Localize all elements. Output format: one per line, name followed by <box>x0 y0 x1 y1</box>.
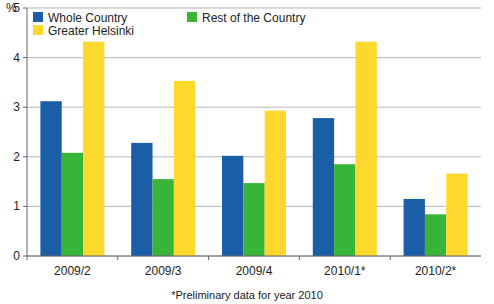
bar <box>131 143 152 256</box>
bar <box>40 101 61 256</box>
y-tick-label: 1 <box>13 199 20 213</box>
legend-swatch <box>33 12 43 22</box>
y-tick <box>23 8 27 9</box>
legend-swatch <box>187 12 197 22</box>
legend-swatch <box>33 25 43 35</box>
x-tick-label: 2009/4 <box>236 264 273 278</box>
bar <box>153 179 174 256</box>
y-tick-label: 2 <box>13 150 20 164</box>
y-tick-label: 0 <box>13 249 20 263</box>
x-tick-label: 2010/2* <box>415 264 457 278</box>
bar <box>174 81 195 256</box>
bars <box>40 42 467 256</box>
bar <box>62 153 83 256</box>
y-tick-label: 4 <box>13 51 20 65</box>
y-axis <box>27 8 28 256</box>
legend-label: Rest of the Country <box>202 11 305 25</box>
x-tick <box>27 256 28 260</box>
x-tick-label: 2010/1* <box>324 264 366 278</box>
x-tick-label: 2009/3 <box>145 264 182 278</box>
x-tick <box>117 256 118 260</box>
legend-label: Whole Country <box>48 11 127 25</box>
footnote: *Preliminary data for year 2010 <box>171 289 323 301</box>
y-tick <box>23 206 27 207</box>
bar <box>243 183 264 256</box>
x-tick-label: 2009/2 <box>54 264 91 278</box>
y-tick <box>23 156 27 157</box>
grid-line <box>27 256 481 257</box>
grid-line <box>27 8 481 9</box>
y-tick <box>23 256 27 257</box>
legend-box <box>30 9 336 38</box>
bar <box>222 156 243 256</box>
bar <box>446 174 467 256</box>
y-axis-label: % <box>6 1 17 15</box>
bar <box>404 199 425 256</box>
bar <box>334 164 355 256</box>
bar <box>313 118 334 256</box>
y-tick <box>23 107 27 108</box>
bar <box>83 42 104 256</box>
chart: 012345%2009/22009/32009/42010/1*2010/2**… <box>0 0 494 304</box>
y-tick <box>23 57 27 58</box>
bar <box>265 111 286 256</box>
y-tick-label: 3 <box>13 100 20 114</box>
x-tick <box>299 256 300 260</box>
legend-label: Greater Helsinki <box>48 24 134 38</box>
x-tick <box>208 256 209 260</box>
bar <box>355 42 376 256</box>
x-axis <box>27 256 481 257</box>
x-tick <box>390 256 391 260</box>
legend: Whole Country Rest of the Country Greater … <box>30 9 336 38</box>
bar <box>425 214 446 256</box>
